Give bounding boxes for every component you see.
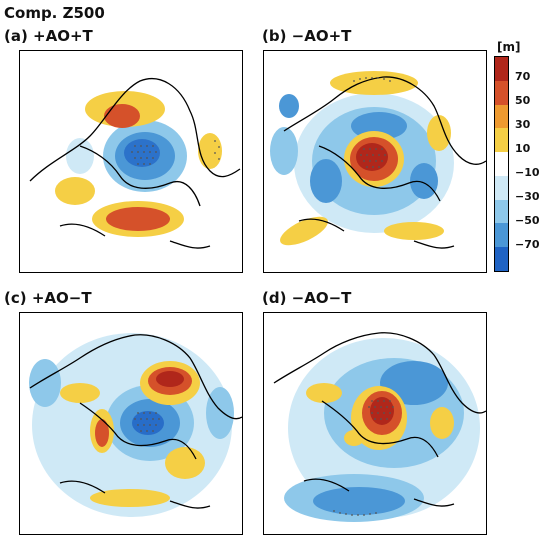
anomaly-negative xyxy=(124,139,160,167)
panel-d-map xyxy=(263,312,487,535)
anomaly-positive xyxy=(198,133,222,169)
panel-d-title: (d) −AO−T xyxy=(262,289,352,307)
anomaly-positive xyxy=(55,177,95,205)
colorbar-tick: −30 xyxy=(515,190,540,203)
figure-title: Comp. Z500 xyxy=(4,4,105,22)
colorbar-segment xyxy=(495,80,508,106)
anomaly-negative xyxy=(270,127,298,175)
anomaly-negative xyxy=(310,159,342,203)
colorbar-segment xyxy=(495,152,508,177)
anomaly-positive xyxy=(427,115,451,151)
colorbar-segment xyxy=(495,57,508,82)
colorbar-segment xyxy=(495,223,508,248)
anomaly-positive xyxy=(165,447,205,479)
anomaly-positive xyxy=(60,383,100,403)
anomaly-negative xyxy=(66,138,94,174)
anomaly-negative xyxy=(29,359,61,407)
panel-b-map xyxy=(263,50,487,273)
colorbar-segment xyxy=(495,175,508,201)
colorbar-segment xyxy=(495,199,508,224)
panel-b-plot xyxy=(270,71,486,249)
colorbar-tick: 10 xyxy=(515,142,531,155)
anomaly-positive xyxy=(104,104,140,128)
anomaly-negative xyxy=(132,411,164,435)
anomaly-positive xyxy=(280,216,328,246)
panel-a-map xyxy=(19,50,243,273)
coastline xyxy=(283,76,486,249)
panel-c-map xyxy=(19,312,243,535)
panel-b-title: (b) −AO+T xyxy=(262,27,352,45)
panel-a-plot xyxy=(29,73,241,249)
anomaly-positive xyxy=(106,207,170,231)
panel-c-plot xyxy=(29,333,242,517)
anomaly-positive xyxy=(370,397,394,425)
colorbar-segment xyxy=(495,128,508,153)
colorbar-tick: 70 xyxy=(515,70,531,83)
stipple-b xyxy=(353,77,391,168)
coastline xyxy=(29,78,241,249)
anomaly-negative xyxy=(279,94,299,118)
anomaly-positive xyxy=(384,222,444,240)
colorbar-tick: 50 xyxy=(515,94,531,107)
anomaly-negative xyxy=(206,387,234,439)
anomaly-positive xyxy=(356,143,388,171)
anomaly-positive xyxy=(430,407,454,439)
coastline xyxy=(273,332,486,507)
colorbar xyxy=(494,56,509,272)
colorbar-tick: −50 xyxy=(515,214,540,227)
colorbar-tick: −10 xyxy=(515,166,540,179)
anomaly-positive xyxy=(344,430,364,446)
anomaly-negative xyxy=(313,487,405,515)
stipple-a xyxy=(131,140,220,165)
anomaly-positive xyxy=(156,371,184,387)
anomaly-positive xyxy=(306,383,342,403)
panel-d-plot xyxy=(273,332,486,522)
colorbar-segment xyxy=(495,247,508,272)
panel-c-title: (c) +AO−T xyxy=(4,289,92,307)
panel-a-title: (a) +AO+T xyxy=(4,27,93,45)
stipple-d xyxy=(333,400,394,516)
stipple-c xyxy=(134,412,160,432)
colorbar-tick: 30 xyxy=(515,118,531,131)
anomaly-positive xyxy=(90,489,170,507)
anomaly-positive xyxy=(330,71,418,95)
colorbar-tick: −70 xyxy=(515,238,540,251)
coastline xyxy=(29,334,242,509)
anomaly-positive xyxy=(95,419,109,447)
colorbar-segment xyxy=(495,104,508,129)
colorbar-unit: [m] xyxy=(497,40,521,54)
anomaly-negative xyxy=(410,163,438,199)
